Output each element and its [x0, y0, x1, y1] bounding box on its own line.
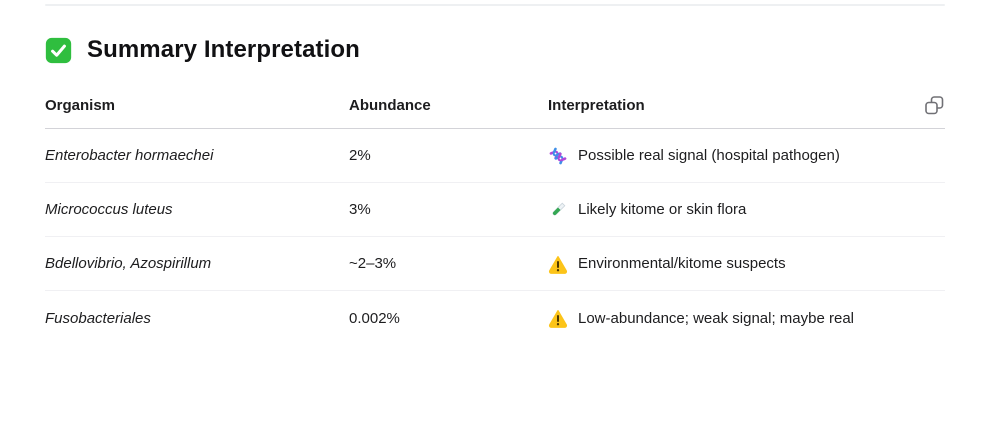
column-header-interpretation: Interpretation [548, 97, 645, 114]
dna-icon [548, 146, 568, 166]
abundance-cell: ~2–3% [349, 255, 397, 272]
organism-cell: Bdellovibrio, Azospirillum [45, 255, 212, 272]
warning-icon [548, 254, 568, 274]
interpretation-text: Low-abundance; weak signal; maybe real [578, 309, 854, 327]
column-header-organism: Organism [45, 97, 116, 114]
table-row: Fusobacteriales 0.002% Low-abundance; we… [45, 291, 945, 345]
table-row: Bdellovibrio, Azospirillum ~2–3% Environ… [45, 237, 945, 291]
summary-table: Organism Abundance Interpretation Entero… [45, 89, 945, 345]
interpretation-text: Possible real signal (hospital pathogen) [578, 147, 840, 164]
table-header-row: Organism Abundance Interpretation [45, 89, 945, 129]
interpretation-text: Likely kitome or skin flora [578, 201, 747, 218]
table-row: Micrococcus luteus 3% Likely kitome or s… [45, 183, 945, 237]
abundance-cell: 3% [349, 201, 371, 218]
page-title: Summary Interpretation [87, 36, 360, 63]
copy-table-button[interactable] [924, 95, 945, 116]
table-row: Enterobacter hormaechei 2% [45, 129, 945, 183]
check-mark-button-icon [45, 37, 72, 64]
interpretation-text: Environmental/kitome suspects [578, 255, 786, 272]
column-header-abundance: Abundance [349, 97, 431, 114]
test-tube-icon [548, 200, 568, 220]
section-heading: Summary Interpretation [45, 36, 945, 64]
abundance-cell: 2% [349, 147, 371, 164]
abundance-cell: 0.002% [349, 309, 400, 327]
section-divider [45, 4, 945, 6]
organism-cell: Enterobacter hormaechei [45, 147, 214, 164]
copy-icon [925, 96, 944, 115]
organism-cell: Micrococcus luteus [45, 201, 173, 218]
summary-section: Summary Interpretation Organism Abundanc… [45, 4, 945, 345]
organism-cell: Fusobacteriales [45, 309, 151, 327]
warning-icon [548, 308, 568, 328]
